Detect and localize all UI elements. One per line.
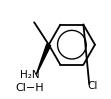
Polygon shape xyxy=(36,44,51,75)
Text: Cl−H: Cl−H xyxy=(15,83,44,93)
Text: Cl: Cl xyxy=(87,81,97,91)
Text: H₂N: H₂N xyxy=(20,69,40,79)
